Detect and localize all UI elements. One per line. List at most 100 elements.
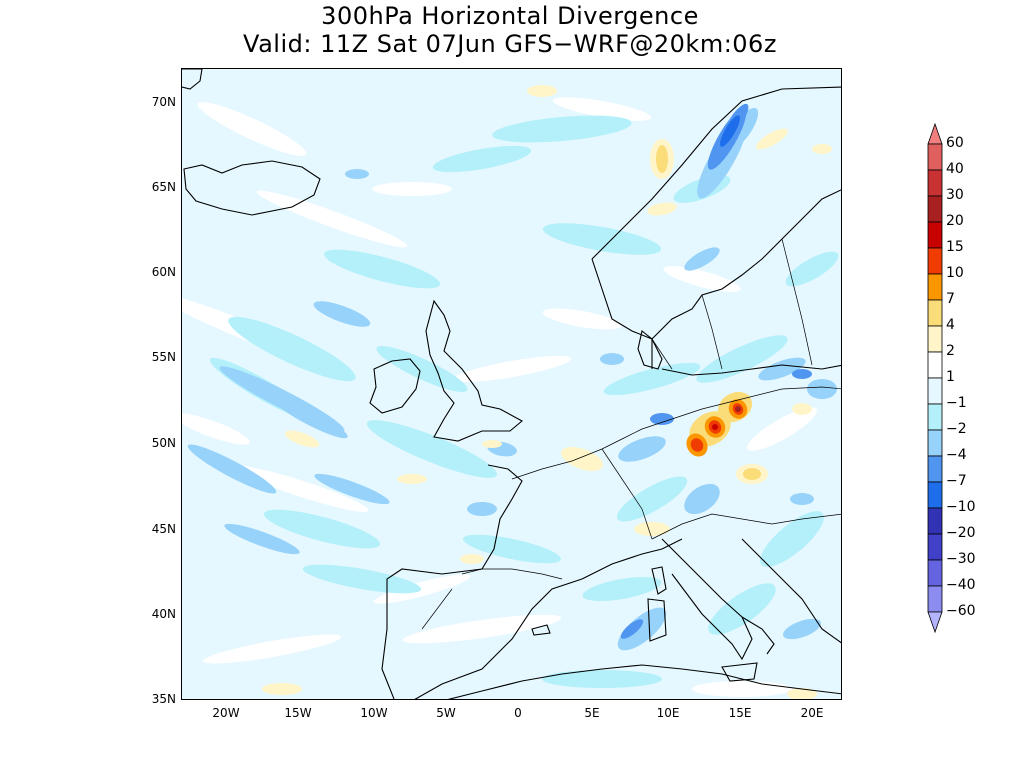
colorbar-bin: [927, 351, 943, 379]
divergence-weak-positive: [527, 85, 557, 97]
divergence-strong-negative: [620, 619, 644, 639]
colorbar-tick-label: 40: [946, 161, 964, 177]
divergence-zero-band: [372, 182, 452, 196]
divergence-moderate-negative: [276, 399, 348, 439]
divergence-weak-positive: [482, 440, 502, 448]
colorbar-tick-label: 1: [946, 369, 955, 385]
colorbar-tick-label: 10: [946, 265, 964, 281]
coastline-segment: [369, 358, 421, 414]
coastlines: [182, 69, 841, 699]
divergence-weak-positive: [262, 683, 302, 695]
colorbar-bin: [927, 403, 943, 431]
lat-tick-label: 60N: [151, 265, 176, 279]
divergence-moderate-negative: [684, 247, 720, 271]
divergence-weak-positive: [284, 430, 320, 448]
divergence-zero-band: [452, 355, 572, 383]
divergence-core-max: [735, 406, 741, 412]
map-subtitle-valid-time: Valid: 11Z Sat 07Jun GFS−WRF@20km:06z: [243, 30, 777, 58]
divergence-moderate-positive: [743, 468, 761, 480]
colorbar-bin: [927, 377, 943, 405]
lon-tick-label: 0: [514, 706, 522, 720]
divergence-moderate-negative: [617, 607, 667, 651]
colorbar-tick-label: 7: [946, 291, 955, 307]
country-border: [701, 294, 723, 370]
coastline-segment: [183, 160, 321, 216]
country-border: [511, 428, 643, 480]
country-border: [601, 448, 653, 540]
coastline-segment: [591, 86, 841, 260]
colorbar-bin: [927, 585, 943, 613]
divergence-zero-band: [235, 466, 369, 512]
divergence-moderate-negative: [684, 483, 720, 515]
lon-tick-label: 20W: [212, 706, 240, 720]
colorbar-tick-label: −1: [946, 395, 967, 411]
divergence-weak-negative: [302, 564, 422, 594]
divergence-zero-band: [197, 102, 307, 156]
lat-tick-label: 65N: [151, 180, 176, 194]
divergence-weak-positive: [634, 522, 670, 536]
divergence-weak-negative: [323, 249, 441, 289]
divergence-weak-negative: [616, 476, 688, 522]
colorbar-bin: [927, 299, 943, 327]
divergence-weak-negative: [228, 316, 356, 382]
colorbar-bin: [927, 247, 943, 275]
coastline-segment: [182, 69, 203, 90]
divergence-weak-positive: [647, 202, 677, 216]
colorbar-tick-label: −7: [946, 473, 967, 489]
coastline-segment: [721, 662, 758, 682]
colorbar-bin: [927, 325, 943, 353]
divergence-core-peak: [690, 438, 704, 452]
divergence-zero-band: [747, 407, 817, 451]
coastline-segment: [651, 189, 841, 369]
divergence-weak-negative: [708, 583, 776, 635]
divergence-core-max: [712, 424, 718, 430]
divergence-moderate-negative: [758, 357, 806, 381]
colorbar-tick-label: −60: [946, 603, 976, 619]
lon-tick-label: 15E: [728, 706, 752, 720]
divergence-moderate-negative: [345, 169, 369, 179]
divergence-weak-negative: [760, 511, 824, 567]
colorbar-bin: [927, 143, 943, 171]
lon-tick-label: 20E: [800, 706, 824, 720]
lat-tick-label: 50N: [151, 436, 176, 450]
colorbar-tick-label: −10: [946, 499, 976, 515]
divergence-field: [182, 69, 841, 699]
divergence-weak-negative: [463, 534, 561, 564]
divergence-weak-negative: [696, 335, 788, 383]
divergence-weak-positive: [756, 128, 788, 150]
lat-tick-label: 55N: [151, 350, 176, 364]
colorbar-tick-label: −2: [946, 421, 967, 437]
divergence-weak-negative: [492, 115, 632, 143]
lon-tick-label: 15W: [284, 706, 312, 720]
coastline-segment: [741, 616, 775, 655]
colorbar-bin: [927, 273, 943, 301]
country-border: [461, 568, 563, 580]
ocean-background: [182, 69, 841, 699]
divergence-weak-negative: [376, 346, 468, 392]
lat-tick-label: 70N: [151, 95, 176, 109]
colorbar-bin: [927, 169, 943, 197]
divergence-zero-band: [663, 266, 741, 292]
colorbar-bin: [927, 507, 943, 535]
divergence-weak-negative: [582, 576, 662, 602]
divergence-moderate-positive: [656, 145, 668, 173]
divergence-moderate-negative: [313, 301, 371, 327]
colorbar-tick-label: −30: [946, 551, 976, 567]
coastline-segment: [425, 299, 523, 442]
coastline-segment: [647, 598, 667, 642]
divergence-zero-band: [542, 308, 622, 330]
divergence-weak-negative: [432, 145, 532, 173]
country-border: [651, 513, 841, 540]
country-border: [651, 338, 673, 370]
coastline-segment: [414, 578, 583, 699]
divergence-moderate-negative: [467, 502, 497, 516]
colorbar-tick-label: 2: [946, 343, 955, 359]
coastline-segment: [741, 538, 841, 644]
colorbar-tick-label: 30: [946, 187, 964, 203]
divergence-strong-negative: [650, 413, 674, 425]
coastline-segment: [651, 566, 667, 595]
colorbar-tick-label: 20: [946, 213, 964, 229]
lon-tick-label: 5E: [584, 706, 600, 720]
divergence-zero-band: [182, 413, 250, 445]
colorbar-bin: [927, 221, 943, 249]
